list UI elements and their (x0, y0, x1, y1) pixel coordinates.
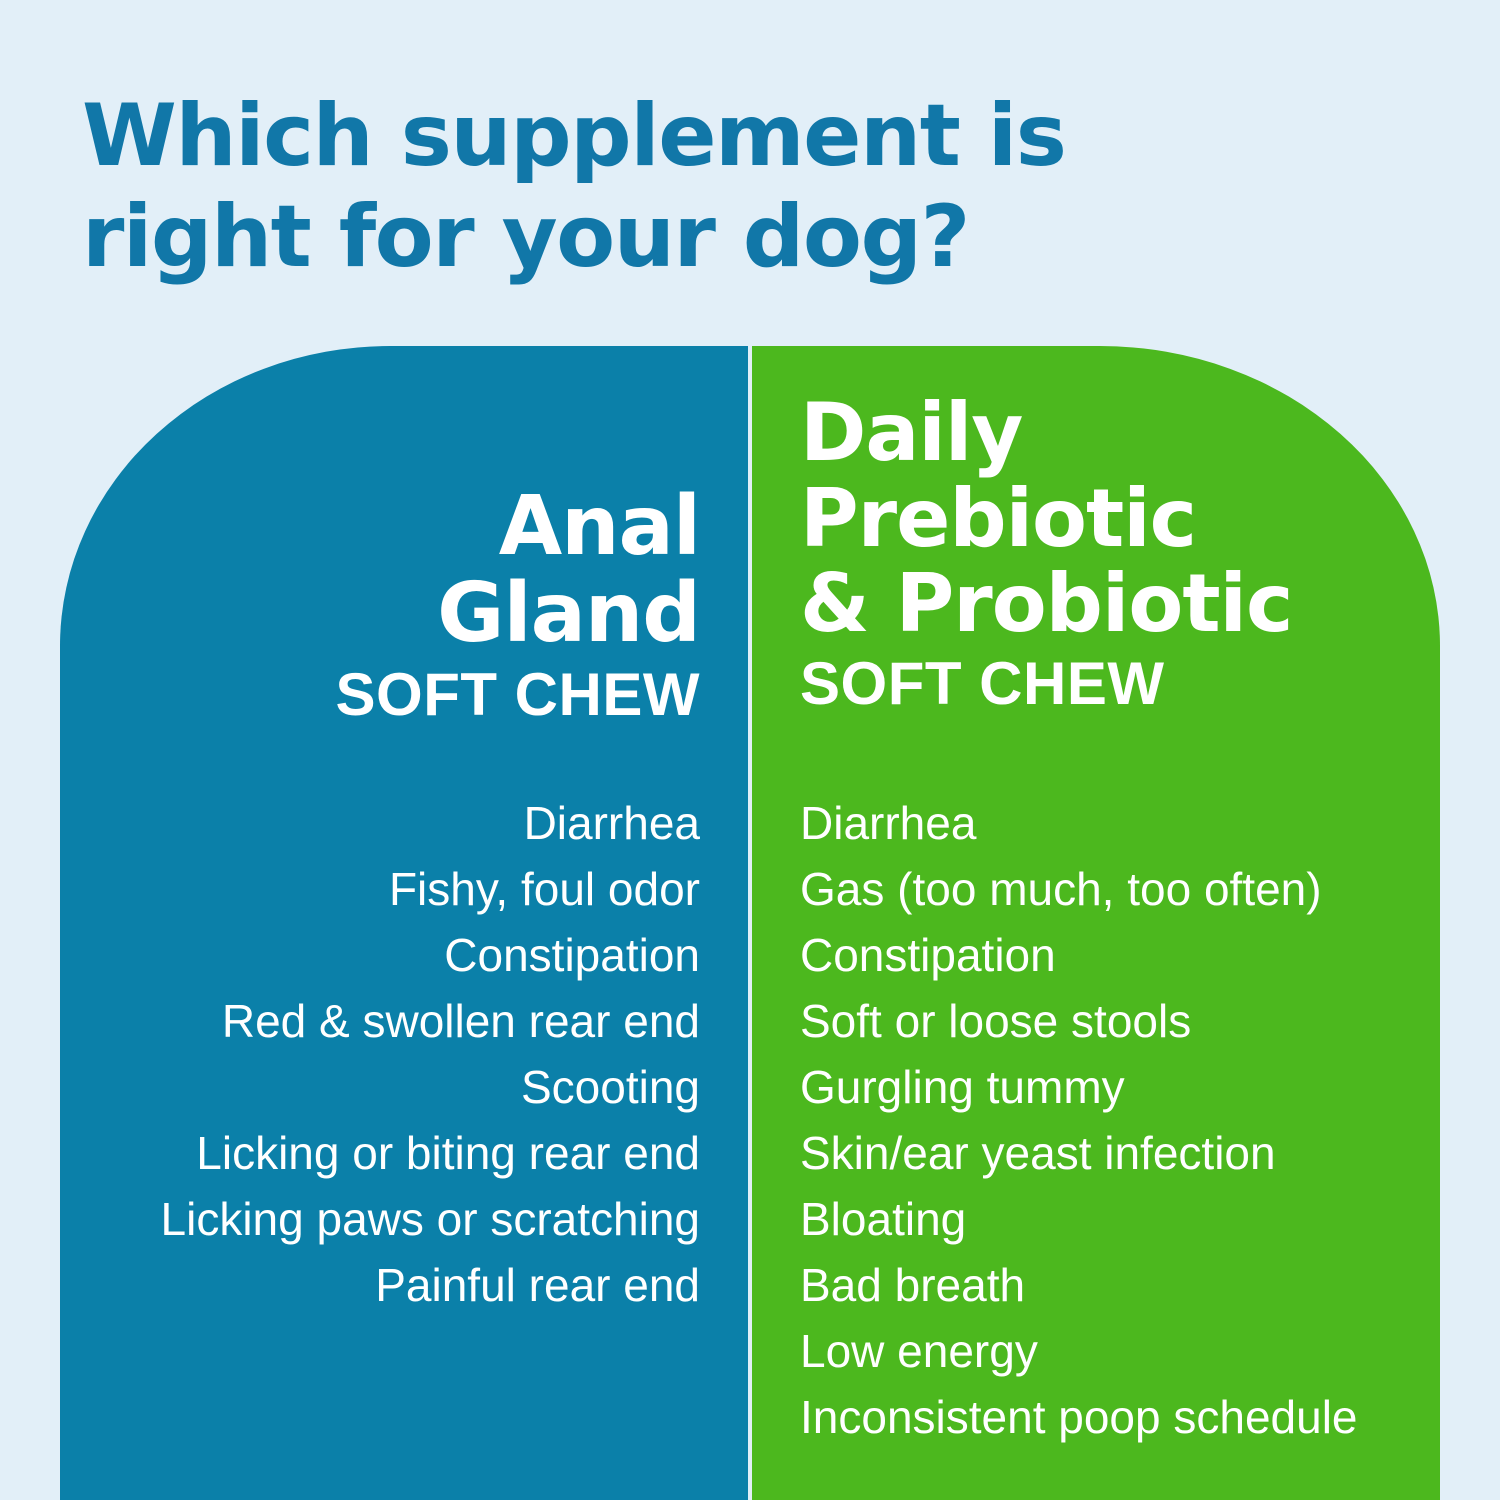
list-item: Bloating (800, 1193, 967, 1245)
list-item: Diarrhea (523, 797, 700, 849)
product-subtitle-anal-gland: SOFT CHEW (335, 660, 700, 728)
product-panel-daily-prebiotic-probiotic: Daily Prebiotic & Probiotic SOFT CHEW Di… (752, 346, 1440, 1500)
symptom-list-anal-gland: Diarrhea Fishy, foul odor Constipation R… (60, 790, 748, 1318)
list-item: Soft or loose stools (800, 995, 1192, 1047)
list-item: Gurgling tummy (800, 1061, 1125, 1113)
product-title-anal-gland: Anal Gland (437, 479, 701, 661)
list-item: Fishy, foul odor (388, 863, 700, 915)
list-item: Low energy (800, 1325, 1038, 1377)
list-item: Skin/ear yeast infection (800, 1127, 1276, 1179)
list-item: Inconsistent poop schedule (800, 1391, 1358, 1443)
list-item: Constipation (800, 929, 1056, 981)
panel-header-anal-gland: Anal Gland SOFT CHEW (60, 479, 748, 728)
list-item: Gas (too much, too often) (800, 863, 1322, 915)
product-title-daily-prebiotic-probiotic: Daily Prebiotic & Probiotic (800, 386, 1293, 651)
product-panel-anal-gland: Anal Gland SOFT CHEW Diarrhea Fishy, fou… (60, 346, 748, 1500)
list-item: Scooting (520, 1061, 700, 1113)
product-subtitle-daily-prebiotic-probiotic: SOFT CHEW (800, 649, 1165, 717)
symptom-list-daily-prebiotic-probiotic: Diarrhea Gas (too much, too often) Const… (752, 790, 1440, 1450)
list-item: Bad breath (800, 1259, 1026, 1311)
list-item: Red & swollen rear end (221, 995, 700, 1047)
list-item: Constipation (444, 929, 700, 981)
list-item: Diarrhea (800, 797, 977, 849)
page-title: Which supplement is right for your dog? (82, 86, 1067, 288)
panel-header-daily-prebiotic-probiotic: Daily Prebiotic & Probiotic SOFT CHEW (752, 390, 1440, 717)
list-item: Licking or biting rear end (196, 1127, 700, 1179)
list-item: Painful rear end (375, 1259, 700, 1311)
list-item: Licking paws or scratching (160, 1193, 700, 1245)
